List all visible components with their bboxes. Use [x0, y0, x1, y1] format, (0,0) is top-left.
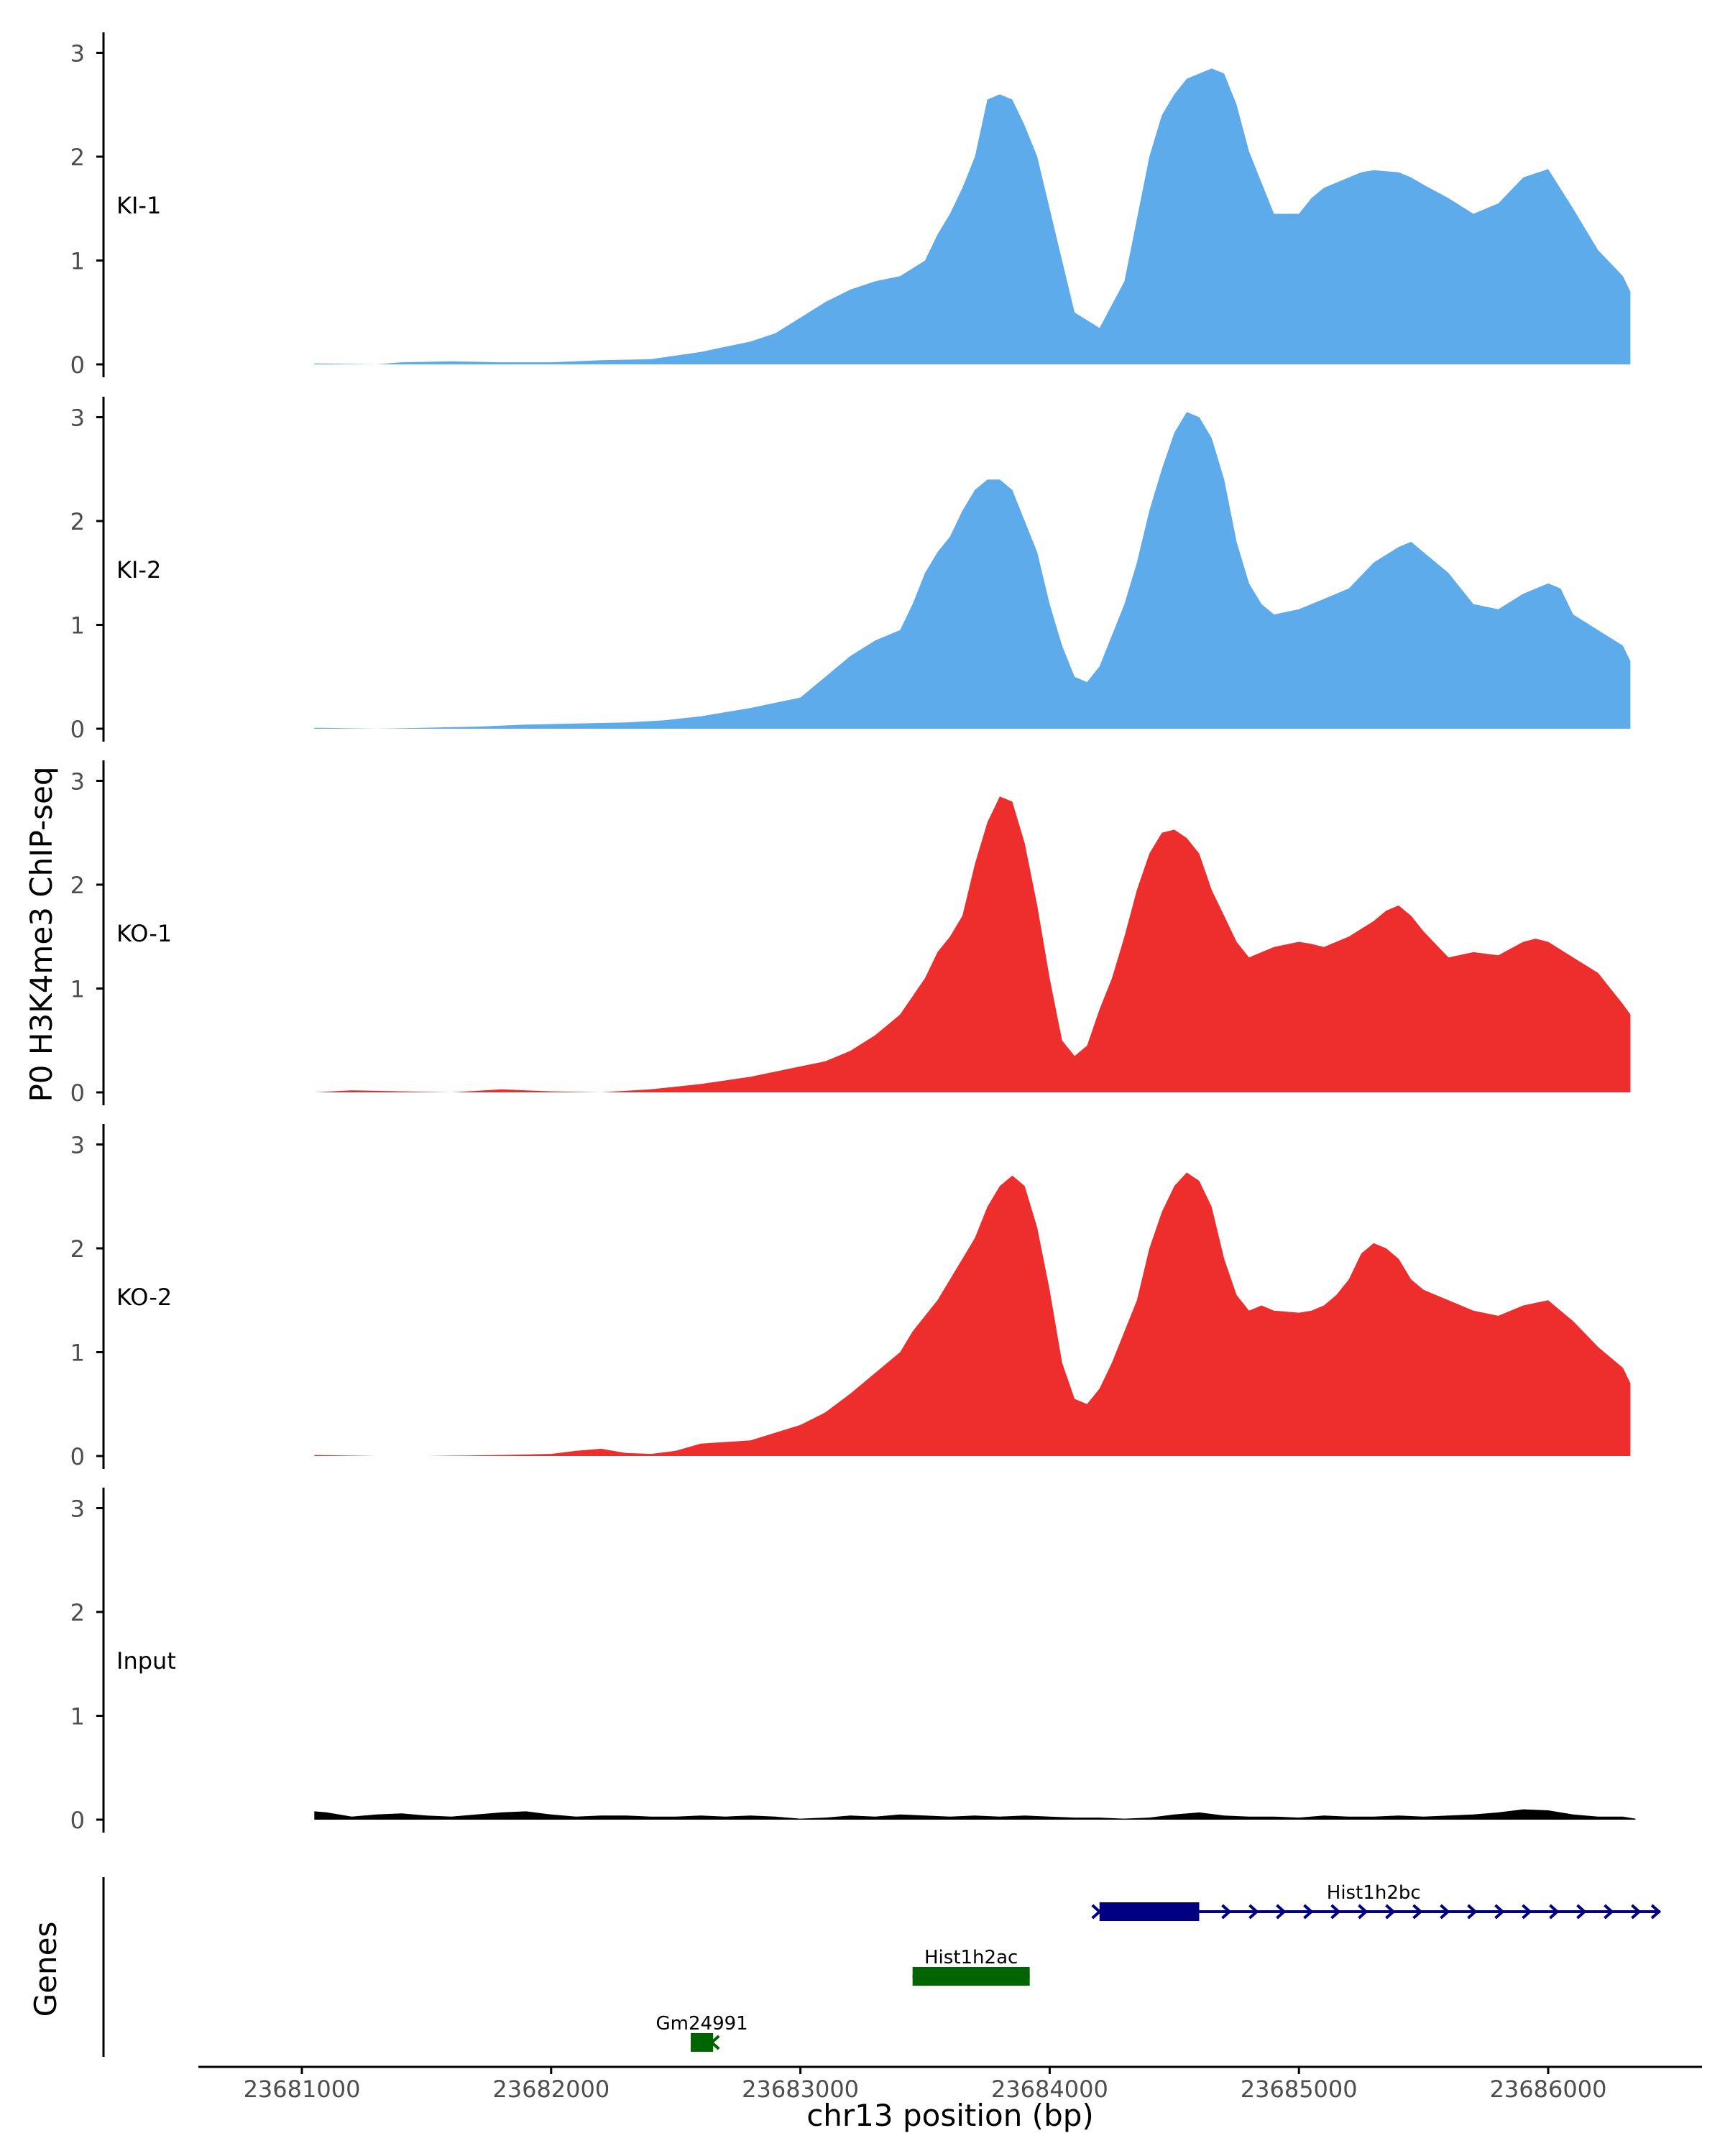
y-tick-label: 2 — [70, 1235, 85, 1263]
y-tick-label: 1 — [70, 1340, 85, 1367]
panel-ki-1: 0 1 2 3 KI-1 — [70, 32, 1631, 379]
y-tick-label: 1 — [70, 248, 85, 275]
strand-arrow — [1494, 1904, 1505, 1920]
track-label: KO-2 — [116, 1284, 172, 1311]
track-label: KI-2 — [116, 556, 161, 584]
strand-arrow — [1248, 1904, 1259, 1920]
strand-arrow — [1440, 1904, 1450, 1920]
y-tick-label: 3 — [70, 405, 85, 432]
panel-ko-2: 0 1 2 3 KO-2 — [70, 1124, 1631, 1470]
strand-arrow — [1303, 1904, 1314, 1920]
y-tick-label: 0 — [70, 1079, 85, 1107]
panel-ki-2: 0 1 2 3 KI-2 — [70, 397, 1631, 743]
y-tick-label: 1 — [70, 612, 85, 640]
area-ko-1 — [314, 796, 1631, 1092]
x-tick-label: 23685000 — [1241, 2076, 1358, 2103]
y-tick-label: 3 — [70, 1132, 85, 1159]
strand-arrow — [1604, 1904, 1614, 1920]
strand-arrow — [1091, 1904, 1102, 1920]
track-label: KI-1 — [116, 192, 161, 219]
gene-label: Hist1h2bc — [1327, 1882, 1421, 1904]
track-label: Input — [116, 1647, 176, 1674]
strand-arrow — [1576, 1904, 1587, 1920]
gene-label: Hist1h2ac — [924, 1947, 1018, 1968]
x-tick-label: 23684000 — [991, 2076, 1108, 2103]
area-ki-1 — [314, 68, 1631, 364]
gene-body — [1099, 1902, 1200, 1921]
strand-arrow — [1412, 1904, 1423, 1920]
y-tick-label: 3 — [70, 1496, 85, 1523]
gene-body — [912, 1967, 1030, 1986]
y-tick-label: 0 — [70, 351, 85, 379]
track-label: KO-1 — [116, 920, 172, 947]
gene-body — [691, 2033, 714, 2052]
area-ki-2 — [314, 412, 1631, 729]
gene-label: Gm24991 — [656, 2013, 748, 2035]
gene-gm24991: Gm24991 — [656, 2013, 748, 2052]
gene-track: Hist1h2bc Hist1h2ac Gm24991 — [102, 1877, 1662, 2057]
y-tick-label: 0 — [70, 1443, 85, 1470]
area-input — [314, 1809, 1636, 1820]
x-tick-label: 23682000 — [492, 2076, 610, 2103]
x-tick-label: 23681000 — [244, 2076, 361, 2103]
y-tick-label: 2 — [70, 1599, 85, 1626]
strand-arrow — [1385, 1904, 1396, 1920]
x-axis: 23681000 23682000 23683000 23684000 23685000… — [198, 2065, 1702, 2103]
y-tick-label: 0 — [70, 716, 85, 743]
y-tick-label: 0 — [70, 1807, 85, 1834]
strand-arrow — [709, 2035, 720, 2050]
y-tick-label: 2 — [70, 144, 85, 171]
x-axis-title: chr13 position (bp) — [806, 2098, 1094, 2133]
y-tick-label: 3 — [70, 40, 85, 68]
strand-arrow — [1330, 1904, 1341, 1920]
strand-arrow — [1650, 1904, 1662, 1920]
y-axis-title: P0 H3K4me3 ChIP-seq — [24, 766, 59, 1102]
gene-hist1h2bc: Hist1h2bc — [1091, 1882, 1662, 1921]
strand-arrow — [1221, 1904, 1232, 1920]
strand-arrow — [1467, 1904, 1478, 1920]
gene-track-title: Genes — [28, 1922, 63, 2017]
track-panels: 0 1 2 3 KI-1 0 1 2 3 KI-2 0 1 2 3 KO-1 0 1 2 3 KO-2 0 1 2 3 Inpu… — [70, 32, 1636, 1834]
x-tick-label: 23683000 — [742, 2076, 859, 2103]
gene-hist1h2ac: Hist1h2ac — [912, 1947, 1030, 1986]
y-tick-label: 3 — [70, 768, 85, 796]
strand-arrow — [1358, 1904, 1368, 1920]
panel-input: 0 1 2 3 Input — [70, 1488, 1636, 1834]
strand-arrow — [1276, 1904, 1287, 1920]
y-tick-label: 1 — [70, 976, 85, 1003]
strand-arrow — [1522, 1904, 1532, 1920]
strand-arrow — [1631, 1904, 1642, 1920]
y-tick-label: 1 — [70, 1703, 85, 1731]
panel-ko-1: 0 1 2 3 KO-1 — [70, 760, 1631, 1107]
strand-arrow — [1549, 1904, 1560, 1920]
x-tick-label: 23686000 — [1490, 2076, 1607, 2103]
y-tick-label: 2 — [70, 872, 85, 899]
area-ko-2 — [314, 1172, 1631, 1456]
y-tick-label: 2 — [70, 508, 85, 535]
